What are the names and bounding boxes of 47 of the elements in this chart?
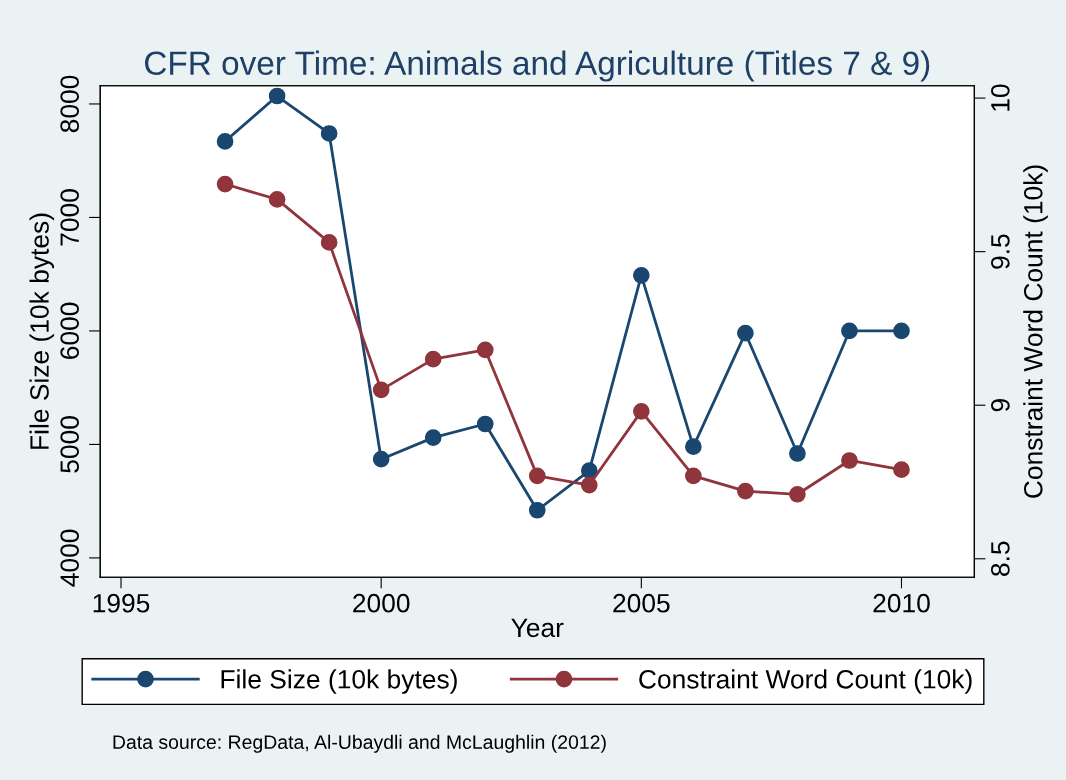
point bbox=[685, 438, 702, 456]
point bbox=[789, 445, 806, 462]
y2-tick-label: 9.5 bbox=[990, 234, 1010, 269]
point bbox=[893, 461, 910, 479]
y-tick-label: 8000 bbox=[60, 75, 80, 133]
point bbox=[632, 403, 650, 420]
y-tick-label: 6000 bbox=[60, 302, 80, 359]
point bbox=[737, 482, 754, 500]
x-tick-label: 1995 bbox=[93, 593, 150, 613]
point bbox=[528, 467, 546, 485]
point bbox=[216, 175, 234, 193]
y-tick-label: 7000 bbox=[60, 189, 80, 246]
y2-tick-label: 9 bbox=[990, 399, 1010, 412]
point bbox=[685, 467, 702, 485]
y-axis-title: File Size (10k bytes) bbox=[29, 213, 55, 449]
legend-label: Constraint Word Count (10k) bbox=[639, 669, 972, 694]
point bbox=[424, 350, 442, 368]
y-tick-label: 5000 bbox=[60, 416, 80, 473]
point bbox=[476, 341, 494, 359]
point bbox=[268, 191, 286, 208]
point bbox=[372, 381, 390, 399]
point bbox=[841, 452, 858, 469]
point bbox=[268, 87, 286, 105]
point bbox=[424, 429, 442, 446]
x-tick-label: 2000 bbox=[353, 593, 410, 613]
x-tick-label: 2005 bbox=[613, 593, 670, 613]
point bbox=[632, 266, 650, 284]
point bbox=[476, 415, 494, 433]
y2-tick-label: 8.5 bbox=[990, 541, 1010, 576]
x-tick-label: 2010 bbox=[873, 593, 930, 613]
point bbox=[320, 125, 338, 142]
point bbox=[841, 322, 858, 340]
y2-tick-label: 10 bbox=[990, 84, 1010, 111]
point bbox=[737, 324, 754, 342]
point bbox=[789, 485, 806, 503]
point bbox=[216, 133, 234, 150]
point bbox=[893, 322, 910, 340]
point bbox=[320, 234, 338, 251]
source-note: Data source: RegData, Al-Ubaydli and McLaughlin (2012) bbox=[113, 734, 606, 753]
point bbox=[580, 476, 598, 494]
y-tick-label: 4000 bbox=[60, 529, 80, 587]
point bbox=[372, 450, 390, 468]
point bbox=[528, 501, 546, 519]
chart-title: CFR over Time: Animals and Agriculture (Titles 7 & 9) bbox=[145, 50, 930, 82]
legend-label: File Size (10k bytes) bbox=[221, 669, 457, 694]
y2-axis-title: Constraint Word Count (10k) bbox=[1023, 165, 1048, 498]
x-axis-title: Year bbox=[511, 618, 564, 638]
